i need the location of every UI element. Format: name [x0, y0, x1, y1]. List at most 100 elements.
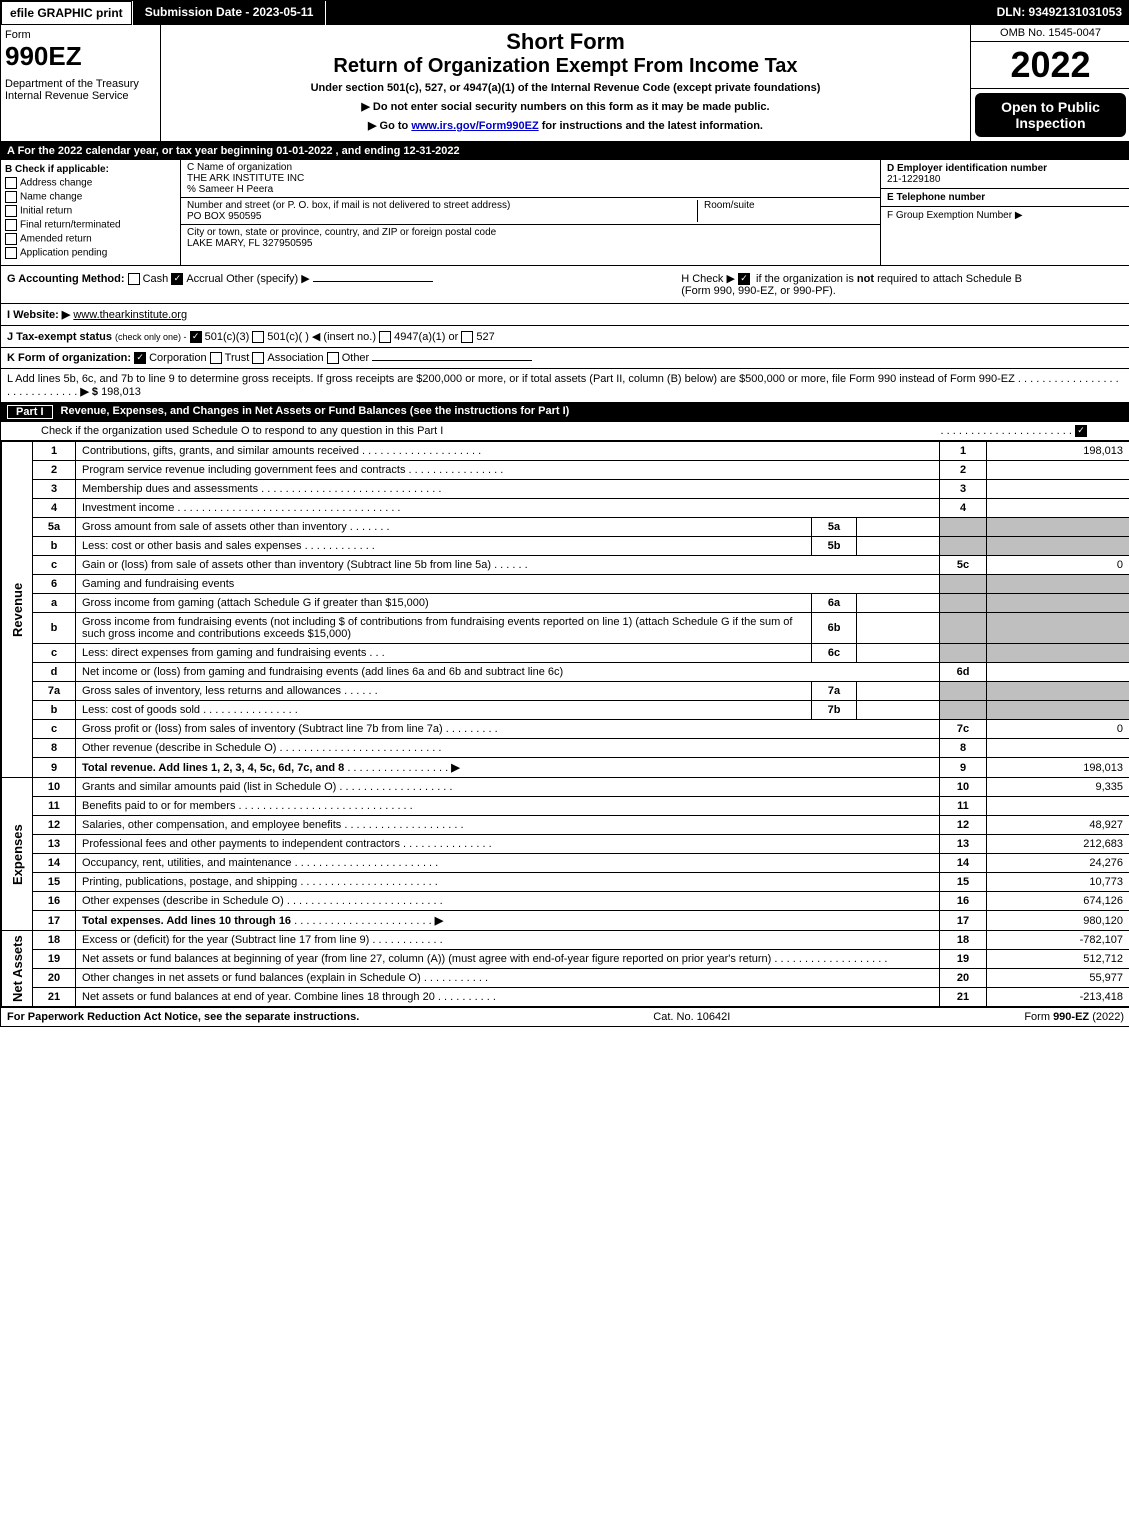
title-return: Return of Organization Exempt From Incom…	[165, 55, 966, 78]
line-ref: 7c	[940, 720, 987, 739]
checkbox-checked-icon[interactable]: ✓	[738, 273, 750, 285]
line-ref: 8	[940, 739, 987, 758]
line-amount: 24,276	[987, 854, 1129, 873]
line-amount	[987, 480, 1129, 499]
line-desc: Salaries, other compensation, and employ…	[82, 819, 341, 831]
line-desc: Net assets or fund balances at end of ye…	[82, 991, 435, 1003]
shaded-cell	[940, 701, 987, 720]
arrow-icon: ▶	[451, 762, 459, 774]
table-row: 19 Net assets or fund balances at beginn…	[2, 950, 1129, 969]
checkbox-icon[interactable]	[5, 233, 17, 245]
instr-ssn: ▶ Do not enter social security numbers o…	[165, 100, 966, 113]
line-desc: Printing, publications, postage, and shi…	[82, 876, 297, 888]
check-label: Name change	[20, 192, 82, 203]
line-ref: 20	[940, 969, 987, 988]
subline-label: 7b	[812, 701, 857, 720]
checkbox-checked-icon[interactable]: ✓	[1075, 425, 1087, 437]
submission-date: Submission Date - 2023-05-11	[132, 1, 327, 25]
line-desc: Gain or (loss) from sale of assets other…	[82, 559, 491, 571]
subline-value	[857, 537, 940, 556]
checkbox-icon[interactable]	[210, 352, 222, 364]
dept-treasury: Department of the Treasury	[5, 78, 156, 90]
table-row: 12 Salaries, other compensation, and emp…	[2, 816, 1129, 835]
checkbox-checked-icon[interactable]: ✓	[171, 273, 183, 285]
line-amount: 198,013	[987, 442, 1129, 461]
line-num: 11	[33, 797, 76, 816]
line-desc: Excess or (deficit) for the year (Subtra…	[82, 934, 369, 946]
section-b: B Check if applicable: Address change Na…	[1, 160, 181, 265]
ein-value: 21-1229180	[887, 174, 1124, 185]
open-to-public: Open to Public Inspection	[975, 93, 1126, 137]
subline-value	[857, 644, 940, 663]
line-desc: Net income or (loss) from gaming and fun…	[76, 663, 940, 682]
line-amount: 198,013	[987, 758, 1129, 778]
section-f: F Group Exemption Number ▶	[881, 207, 1129, 224]
line-num: 21	[33, 988, 76, 1007]
other-specify-line	[313, 281, 433, 282]
line-amount: 212,683	[987, 835, 1129, 854]
check-label: Address change	[20, 178, 92, 189]
part1-checkline: Check if the organization used Schedule …	[1, 422, 1129, 441]
tax-year: 2022	[971, 42, 1129, 89]
j-sub: (check only one) -	[115, 332, 187, 342]
line-amount	[987, 663, 1129, 682]
checkbox-icon[interactable]	[5, 205, 17, 217]
line-ref: 16	[940, 892, 987, 911]
line-num: b	[33, 701, 76, 720]
line-ref: 19	[940, 950, 987, 969]
line-amount	[987, 797, 1129, 816]
subline-label: 5a	[812, 518, 857, 537]
label-j: J Tax-exempt status	[7, 331, 112, 343]
irs-link[interactable]: www.irs.gov/Form990EZ	[411, 120, 538, 132]
table-row: a Gross income from gaming (attach Sched…	[2, 594, 1129, 613]
line-amount: 0	[987, 720, 1129, 739]
line-amount: 674,126	[987, 892, 1129, 911]
line-desc: Gross amount from sale of assets other t…	[82, 521, 347, 533]
section-l: L Add lines 5b, 6c, and 7b to line 9 to …	[1, 368, 1129, 402]
expenses-vertical-label: Expenses	[2, 778, 33, 931]
checkbox-checked-icon[interactable]: ✓	[134, 352, 146, 364]
table-row: c Less: direct expenses from gaming and …	[2, 644, 1129, 663]
checkbox-icon[interactable]	[5, 219, 17, 231]
line-ref: 11	[940, 797, 987, 816]
checkbox-checked-icon[interactable]: ✓	[190, 331, 202, 343]
checkbox-icon[interactable]	[461, 331, 473, 343]
line-num: 8	[33, 739, 76, 758]
checkbox-icon[interactable]	[252, 352, 264, 364]
care-of: % Sameer H Peera	[187, 184, 874, 195]
org-name: THE ARK INSTITUTE INC	[187, 173, 874, 184]
revenue-vertical-label: Revenue	[2, 442, 33, 778]
check-final-return: Final return/terminated	[5, 219, 176, 231]
checkbox-icon[interactable]	[379, 331, 391, 343]
line-desc: Benefits paid to or for members	[82, 800, 235, 812]
label-phone: E Telephone number	[887, 192, 1124, 203]
shaded-cell	[987, 518, 1129, 537]
checkbox-icon[interactable]	[5, 177, 17, 189]
part1-sub: (see the instructions for Part I)	[410, 405, 570, 417]
table-row: Revenue 1 Contributions, gifts, grants, …	[2, 442, 1129, 461]
checkbox-icon[interactable]	[327, 352, 339, 364]
line-amount: 10,773	[987, 873, 1129, 892]
checkbox-icon[interactable]	[128, 273, 140, 285]
table-row: b Gross income from fundraising events (…	[2, 613, 1129, 644]
line-desc: Professional fees and other payments to …	[82, 838, 400, 850]
line-ref: 18	[940, 931, 987, 950]
line-num: a	[33, 594, 76, 613]
line-ref: 10	[940, 778, 987, 797]
shaded-cell	[940, 575, 987, 594]
checkbox-icon[interactable]	[5, 191, 17, 203]
address-value: PO BOX 950595	[187, 211, 697, 222]
checkbox-icon[interactable]	[252, 331, 264, 343]
section-gh: G Accounting Method: Cash ✓Accrual Other…	[1, 265, 1129, 303]
line-num: 7a	[33, 682, 76, 701]
line-desc: Grants and similar amounts paid (list in…	[82, 781, 336, 793]
efile-print-label: efile GRAPHIC print	[1, 1, 132, 25]
check-amended-return: Amended return	[5, 233, 176, 245]
city-value: LAKE MARY, FL 327950595	[187, 238, 874, 249]
line-amount: -782,107	[987, 931, 1129, 950]
line-desc: Net assets or fund balances at beginning…	[82, 953, 771, 965]
checkbox-icon[interactable]	[5, 247, 17, 259]
line-ref: 14	[940, 854, 987, 873]
line-num: 10	[33, 778, 76, 797]
line-num: 14	[33, 854, 76, 873]
